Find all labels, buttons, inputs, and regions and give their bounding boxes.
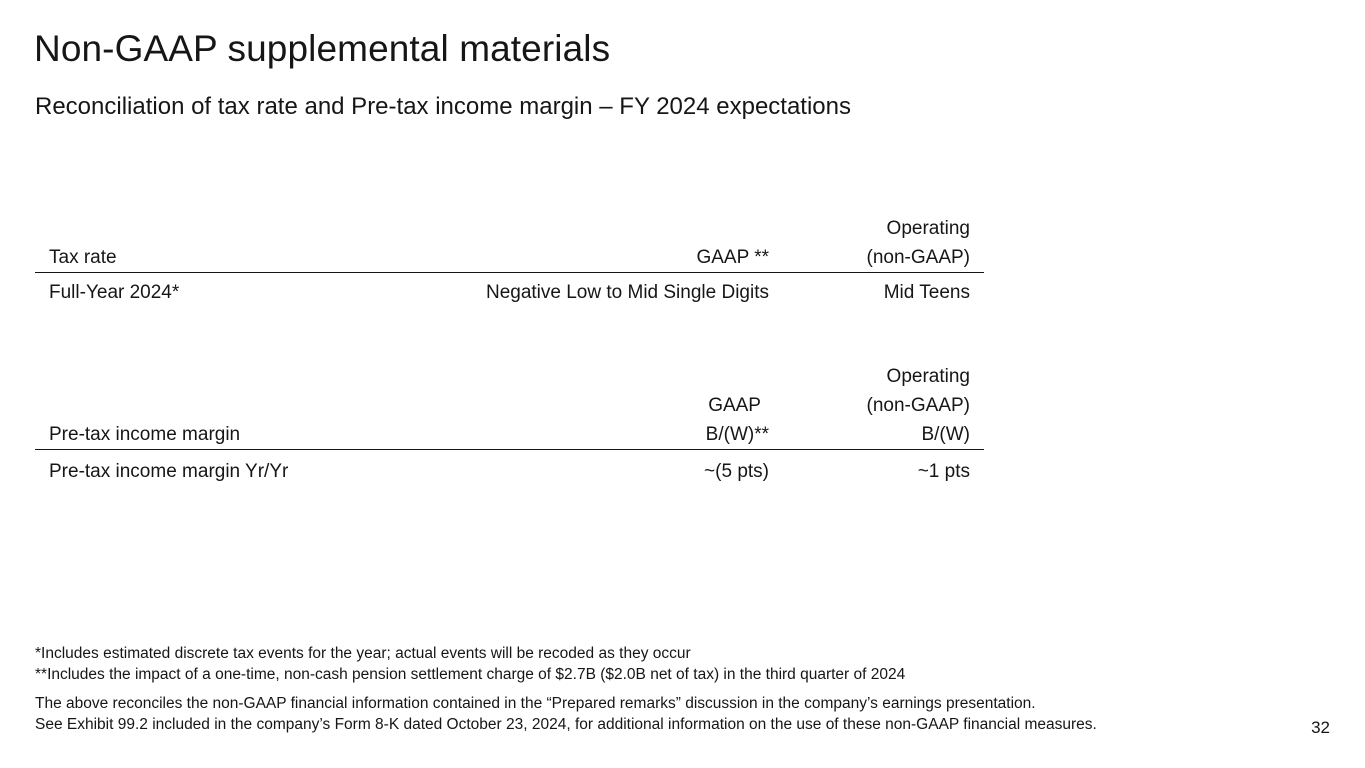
header-operating: Operating (non-GAAP) [867, 214, 970, 272]
tax-rate-table: Tax rate GAAP ** Operating (non-GAAP) Fu… [35, 213, 984, 309]
row-gaap-value: ~(5 pts) [704, 461, 769, 482]
page-number: 32 [1311, 718, 1330, 737]
table-header: Tax rate GAAP ** Operating (non-GAAP) [35, 213, 984, 273]
page-subtitle: Reconciliation of tax rate and Pre-tax i… [35, 93, 851, 120]
header-operating-line: (non-GAAP) [866, 247, 970, 268]
pretax-margin-table: Pre-tax income margin GAAP B/(W)** Opera… [35, 360, 984, 486]
footnote-exhibit: See Exhibit 99.2 included in the company… [35, 716, 1097, 733]
header-operating-line: Operating [886, 218, 970, 239]
header-label: Tax rate [49, 247, 117, 268]
header-gaap-line: GAAP ** [696, 247, 769, 268]
header-label: Pre-tax income margin [49, 424, 241, 445]
row-operating-value: ~1 pts [917, 461, 970, 482]
footnote-discrete-tax: *Includes estimated discrete tax events … [35, 645, 691, 662]
header-gaap: GAAP B/(W)** [706, 391, 769, 449]
footnote-reconciliation: The above reconciles the non-GAAP financ… [35, 695, 1036, 712]
row-label: Full-Year 2024* [49, 282, 180, 303]
table-row: Full-Year 2024* Negative Low to Mid Sing… [35, 273, 984, 309]
footnote-pension-charge: **Includes the impact of a one-time, non… [35, 666, 906, 683]
row-label: Pre-tax income margin Yr/Yr [49, 461, 289, 482]
header-gaap-line: GAAP [708, 395, 761, 416]
header-operating-line: B/(W) [921, 424, 970, 445]
header-operating: Operating (non-GAAP) B/(W) [867, 362, 970, 449]
header-gaap-line: B/(W)** [705, 424, 769, 445]
page-title: Non-GAAP supplemental materials [34, 28, 611, 69]
header-operating-line: (non-GAAP) [866, 395, 970, 416]
header-gaap: GAAP ** [696, 243, 769, 272]
row-operating-value: Mid Teens [883, 282, 970, 303]
header-operating-line: Operating [886, 366, 970, 387]
table-header: Pre-tax income margin GAAP B/(W)** Opera… [35, 360, 984, 450]
footnotes: *Includes estimated discrete tax events … [35, 643, 1097, 735]
table-row: Pre-tax income margin Yr/Yr ~(5 pts) ~1 … [35, 450, 984, 486]
row-gaap-value: Negative Low to Mid Single Digits [485, 282, 769, 303]
